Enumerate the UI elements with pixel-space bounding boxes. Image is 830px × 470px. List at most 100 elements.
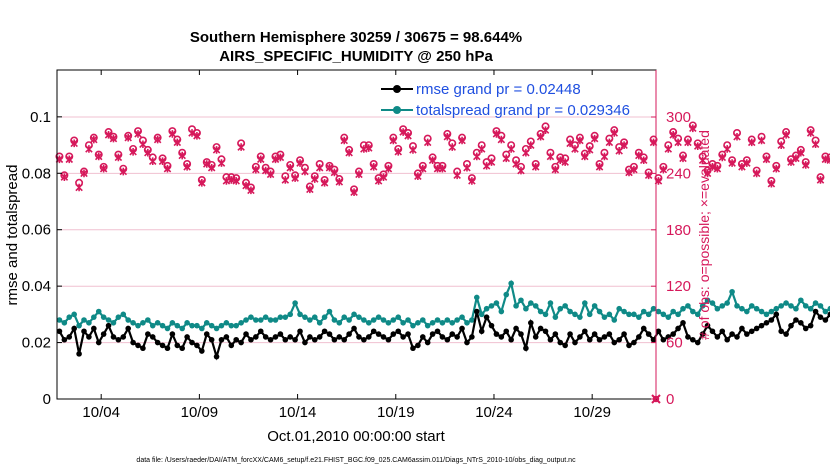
rmse-point [439, 334, 446, 340]
rmse-point [768, 317, 775, 323]
totalspread-point [557, 305, 564, 312]
obs-evaluated-point [738, 163, 746, 171]
totalspread-point [523, 305, 529, 312]
data-series [55, 121, 830, 404]
obs-evaluated-point [119, 167, 128, 176]
totalspread-point [140, 320, 146, 326]
totalspread-point [724, 300, 730, 306]
rmse-point [763, 320, 770, 326]
totalspread-point [346, 317, 352, 323]
rmse-point [105, 322, 112, 329]
legend-spread-marker [393, 106, 401, 114]
obs-evaluated-point [286, 163, 294, 172]
y-right-tick-label-0: 0 [666, 391, 674, 408]
totalspread-point [307, 317, 313, 323]
totalspread-point [66, 314, 73, 320]
rmse-point [601, 334, 608, 340]
totalspread-point [596, 308, 603, 315]
rmse-point [159, 342, 166, 349]
rmse-point [709, 328, 716, 335]
rmse-point [297, 328, 303, 335]
rmse-point [488, 322, 495, 329]
rmse-point [518, 331, 524, 337]
obs-evaluated-point [414, 172, 422, 181]
x-tick-label-1: 10/09 [181, 404, 219, 421]
obs-evaluated-point [605, 138, 614, 147]
rmse-point [380, 334, 387, 340]
obs-evaluated-point [502, 154, 511, 163]
totalspread-point [145, 317, 151, 323]
rmse-point [100, 331, 107, 337]
rmse-point [483, 314, 490, 320]
obs-evaluated-point [752, 169, 761, 178]
rmse-point [473, 308, 480, 315]
totalspread-point [410, 322, 416, 329]
rmse-point [395, 328, 402, 335]
rmse-point [798, 320, 804, 326]
rmse-point [739, 325, 745, 332]
totalspread-point [257, 317, 264, 323]
rmse-point [154, 339, 161, 346]
obs-evaluated-point [369, 163, 378, 171]
rmse-point [311, 336, 318, 343]
rmse-point [503, 328, 510, 335]
obs-evaluated-point [340, 136, 348, 145]
obs-evaluated-point [585, 146, 594, 154]
rmse-point [552, 331, 559, 337]
totalspread-point [640, 308, 647, 315]
obs-evaluated-point [644, 171, 653, 180]
totalspread-point [483, 305, 490, 312]
totalspread-point [199, 325, 205, 332]
x-tick-label-0: 10/04 [82, 404, 120, 421]
obs-evaluated-point [301, 167, 309, 176]
totalspread-point [390, 317, 397, 323]
totalspread-point [660, 311, 667, 318]
totalspread-point [174, 322, 181, 329]
totalspread-point [169, 320, 176, 326]
obs-evaluated-point [811, 140, 820, 149]
obs-evaluated-point [202, 160, 211, 168]
totalspread-point [542, 311, 549, 318]
obs-evaluated-point [546, 152, 555, 161]
obs-evaluated-point [463, 163, 471, 172]
totalspread-point [71, 311, 77, 318]
obs-evaluated-point [610, 129, 619, 137]
rmse-point [542, 328, 549, 335]
totalspread-point [768, 308, 775, 315]
obs-evaluated-point [713, 164, 722, 173]
rmse-point [189, 339, 195, 346]
obs-evaluated-point [689, 124, 697, 133]
rmse-point [748, 328, 755, 335]
obs-evaluated-point [335, 178, 344, 186]
rmse-point [292, 336, 298, 343]
totalspread-point [100, 314, 107, 320]
totalspread-point [184, 320, 190, 326]
obs-evaluated-point [674, 138, 682, 147]
obs-evaluated-point [266, 170, 275, 179]
totalspread-point [400, 320, 406, 326]
totalspread-point [645, 311, 652, 318]
obs-evaluated-point [291, 174, 299, 182]
obs-evaluated-point [384, 164, 393, 173]
obs-evaluated-point [497, 135, 506, 144]
totalspread-point [429, 320, 436, 326]
obs-evaluated-point [252, 165, 260, 174]
rmse-point [321, 328, 328, 335]
rmse-point [454, 334, 460, 340]
obs-evaluated-point [148, 157, 157, 165]
y-right-tick-label-3: 180 [666, 222, 691, 239]
obs-evaluated-point [590, 134, 599, 143]
totalspread-point [709, 300, 716, 306]
obs-evaluated-point [556, 156, 565, 165]
obs-evaluated-point [482, 162, 491, 170]
obs-evaluated-point [139, 140, 147, 149]
rmse-point [179, 345, 186, 352]
totalspread-point [297, 311, 303, 318]
obs-evaluated-point [193, 132, 201, 140]
rmse-point [508, 336, 514, 343]
totalspread-point [513, 303, 519, 309]
obs-evaluated-point [693, 142, 702, 150]
totalspread-point [459, 314, 465, 320]
rmse-point [532, 334, 539, 340]
rmse-point [228, 342, 235, 349]
